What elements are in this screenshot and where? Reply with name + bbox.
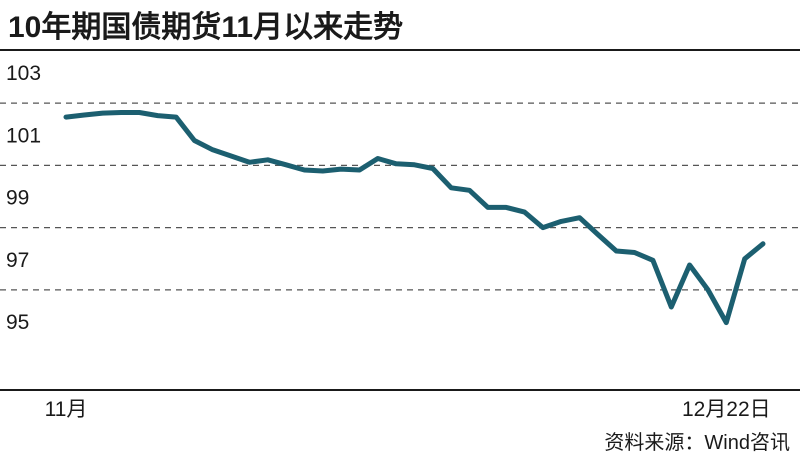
- y-tick-label: 95: [6, 311, 29, 334]
- chart-title: 10年期国债期货11月以来走势: [8, 11, 404, 44]
- x-axis-line: [0, 389, 800, 391]
- y-tick-label: 103: [6, 62, 41, 85]
- title-rule: [0, 49, 800, 51]
- y-tick-label: 99: [6, 187, 29, 210]
- x-tick-label: 12月22日: [682, 398, 771, 421]
- source-note: 资料来源：Wind咨讯: [604, 432, 790, 454]
- series-line: [63, 110, 766, 326]
- y-tick-label: 101: [6, 124, 41, 147]
- x-tick-label: 11月: [45, 398, 88, 421]
- y-tick-label: 97: [6, 249, 29, 272]
